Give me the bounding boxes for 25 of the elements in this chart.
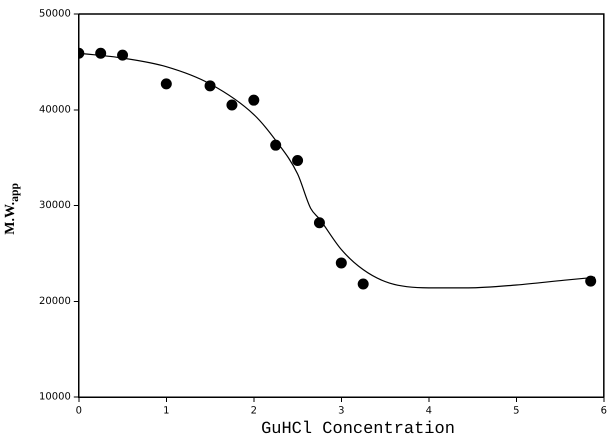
- point: [314, 217, 325, 228]
- x-tick-label: 5: [513, 406, 520, 417]
- x-tick-label: 0: [76, 406, 82, 417]
- point: [160, 78, 172, 90]
- point: [226, 99, 238, 110]
- point: [292, 155, 304, 166]
- point: [270, 140, 282, 151]
- point: [358, 278, 369, 290]
- point: [117, 50, 128, 61]
- x-tick-label: 6: [600, 406, 608, 417]
- x-tick-label: 3: [338, 406, 345, 417]
- y-tick-label: 20000: [39, 296, 71, 307]
- point: [204, 80, 216, 92]
- y-tick-label: 30000: [39, 200, 71, 212]
- point: [95, 48, 106, 59]
- y-tick-label: 10000: [39, 392, 71, 403]
- point: [585, 276, 596, 287]
- x-tick-label: 4: [426, 406, 432, 417]
- point: [248, 94, 260, 106]
- y-tick-label: 50000: [39, 8, 71, 20]
- x-axis-title: GuHCl Concentration: [260, 420, 456, 439]
- y-tick-label: 40000: [39, 104, 71, 116]
- x-tick-label: 1: [163, 406, 170, 417]
- x-tick-label: 2: [250, 406, 257, 417]
- point: [336, 257, 347, 268]
